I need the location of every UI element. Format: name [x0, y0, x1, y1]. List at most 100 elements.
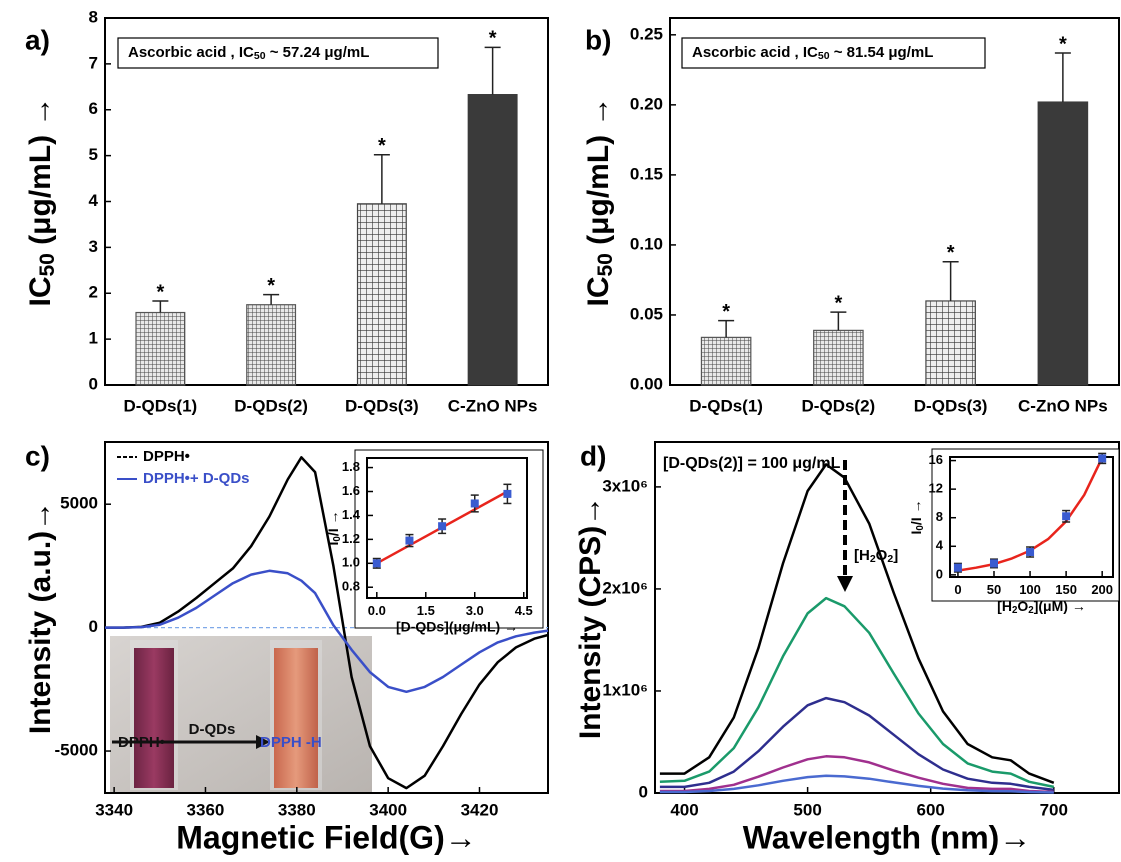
- x-tick-label: D-QDs(2): [802, 396, 876, 415]
- inset-x-label: [D-QDs](μg/mL) →: [396, 619, 518, 635]
- y-tick-label: 1: [89, 329, 98, 348]
- inset-background: [354, 449, 544, 629]
- y-tick-label: 12: [929, 481, 943, 496]
- subscript: 50: [594, 253, 617, 276]
- significance-marker: *: [156, 281, 164, 303]
- x-tick-label: 600: [917, 800, 945, 819]
- panel-label: c): [25, 440, 50, 471]
- annotation: [D-QDs(2)] = 100 μg/mL: [663, 455, 841, 472]
- text-part: (μg/mL) →: [24, 96, 57, 253]
- x-tick-label: C-ZnO NPs: [448, 396, 538, 415]
- bar: [1037, 101, 1089, 386]
- y-tick-label: 0.20: [630, 94, 663, 113]
- data-point: [989, 559, 998, 568]
- photo-label: D-QDs: [189, 721, 236, 738]
- line-series: [659, 755, 1054, 794]
- significance-marker: *: [834, 292, 842, 314]
- x-tick-label: 3420: [461, 800, 499, 819]
- line-series: [659, 774, 1054, 794]
- x-tick-label: 3380: [278, 800, 316, 819]
- subscript: 2: [887, 553, 893, 565]
- data-point: [372, 559, 381, 568]
- annotation: Ascorbic acid , IC50 ~ 81.54 μg/mL: [692, 44, 933, 62]
- y-tick-label: 6: [89, 99, 98, 118]
- subscript: 0: [332, 536, 343, 542]
- significance-marker: *: [722, 301, 730, 323]
- y-tick-label: 1.2: [342, 531, 360, 546]
- y-tick-label: 0.25: [630, 24, 663, 43]
- bar: [135, 311, 186, 386]
- text-part: ](μM) →: [1034, 598, 1086, 614]
- bar: [246, 304, 297, 386]
- data-point: [470, 499, 479, 508]
- significance-marker: *: [267, 275, 275, 297]
- reaction-arrowhead: [256, 735, 270, 749]
- text-part: Ascorbic acid , IC: [692, 44, 818, 61]
- y-tick-label: 1.4: [342, 507, 361, 522]
- y-axis-label: Intensity (a.u.)→: [24, 501, 57, 734]
- subscript: 50: [36, 253, 59, 276]
- bar: [356, 203, 407, 386]
- y-tick-label: 7: [89, 53, 98, 72]
- subscript: 50: [254, 50, 266, 62]
- y-tick-label: 0.8: [342, 579, 360, 594]
- inset-y-label: I0/I →: [908, 499, 926, 534]
- text-part: IC: [24, 277, 57, 307]
- line-series: [659, 463, 1055, 784]
- text-part: /I →: [325, 510, 341, 536]
- y-tick-label: 5000: [60, 494, 98, 513]
- x-tick-label: 1.5: [417, 603, 435, 618]
- y-tick-label: 0: [936, 566, 943, 581]
- text-part: O: [1017, 598, 1028, 614]
- x-tick-label: 400: [670, 800, 698, 819]
- y-tick-label: 3x10⁶: [602, 476, 648, 495]
- y-tick-label: 0: [89, 617, 98, 636]
- panel-label: d): [580, 440, 606, 471]
- x-tick-label: 3360: [187, 800, 225, 819]
- x-tick-label: 100: [1019, 582, 1041, 597]
- subscript: 2: [1028, 605, 1034, 616]
- y-axis-label: Intensity (CPS)→: [574, 496, 607, 739]
- trend-arrowhead: [837, 576, 853, 592]
- plot-frame: [669, 17, 1120, 386]
- x-tick-label: 500: [793, 800, 821, 819]
- subscript: 2: [1012, 605, 1018, 616]
- plot-frame: [104, 441, 549, 794]
- subscript: 2: [870, 553, 876, 565]
- panel-label: b): [585, 24, 611, 55]
- y-tick-label: 16: [929, 452, 943, 467]
- text-part: ~ 57.24 μg/mL: [266, 44, 370, 61]
- inset-y-label: I0/I →: [325, 510, 343, 545]
- y-tick-label: 0: [639, 782, 648, 801]
- x-tick-label: D-QDs(1): [689, 396, 763, 415]
- inset-background: [931, 448, 1120, 602]
- significance-marker: *: [947, 242, 955, 264]
- plot-frame: [366, 457, 528, 599]
- y-tick-label: 8: [89, 7, 98, 26]
- plot-frame: [654, 441, 1120, 794]
- y-tick-label: 1.0: [342, 555, 360, 570]
- photo-inset: DPPH• D-QDs DPPH -H: [110, 636, 372, 792]
- line-series: [105, 569, 549, 694]
- text-part: IC: [582, 277, 615, 307]
- inset-x-label: [H2O2](μM) →: [997, 598, 1086, 616]
- annotation-box: [117, 37, 439, 69]
- x-axis-label: Wavelength (nm)→: [743, 819, 1032, 855]
- y-tick-label: 4: [936, 538, 944, 553]
- line-series: [105, 456, 549, 790]
- x-tick-label: 0: [954, 582, 961, 597]
- photo-label: DPPH -H: [260, 734, 322, 751]
- subscript: 50: [818, 50, 830, 62]
- data-point: [953, 563, 962, 572]
- text-part: I: [325, 542, 341, 546]
- text-part: ~ 81.54 μg/mL: [830, 44, 934, 61]
- text-part: /I →: [908, 499, 924, 525]
- x-tick-label: D-QDs(1): [124, 396, 198, 415]
- y-tick-label: 0.05: [630, 304, 663, 323]
- x-tick-label: 3400: [369, 800, 407, 819]
- y-tick-label: 0.10: [630, 234, 663, 253]
- data-point: [438, 522, 447, 531]
- y-tick-label: 4: [89, 191, 99, 210]
- text-part: [H: [854, 547, 870, 564]
